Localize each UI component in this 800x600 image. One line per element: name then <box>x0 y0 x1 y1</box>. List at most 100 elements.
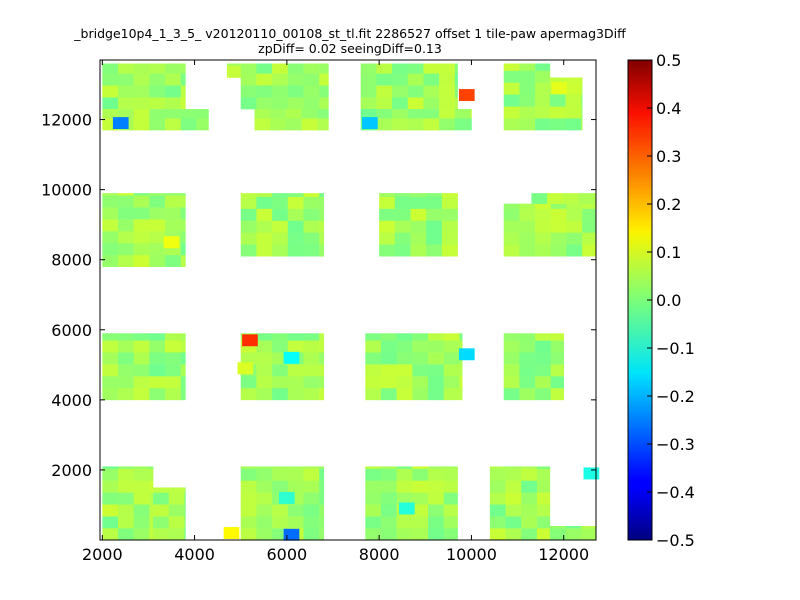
heatmap-cell <box>535 340 552 353</box>
heatmap-cell <box>303 480 320 493</box>
heatmap-cell <box>153 492 170 505</box>
heatmap-cell <box>365 466 382 469</box>
heatmap-cell <box>240 196 257 209</box>
heatmap-cell <box>379 220 396 233</box>
heatmap-cell <box>536 528 551 541</box>
heatmap-cell-highlight <box>283 351 300 364</box>
heatmap-cell <box>519 376 536 389</box>
heatmap-cell <box>505 528 522 541</box>
heatmap-cell <box>180 193 186 196</box>
heatmap-cell <box>117 85 134 98</box>
heatmap-cell <box>426 232 443 245</box>
heatmap-cell <box>536 468 551 481</box>
heatmap-cell-highlight <box>163 236 180 249</box>
heatmap-cell <box>287 340 304 353</box>
heatmap-cell <box>443 364 460 377</box>
heatmap-cell <box>505 480 522 493</box>
heatmap-cell <box>365 480 382 493</box>
heatmap-cell <box>319 244 325 257</box>
heatmap-cell <box>535 364 552 377</box>
chart-subtitle: zpDiff= 0.02 seeingDiff=0.13 <box>258 41 442 56</box>
heatmap-cell <box>240 193 257 197</box>
heatmap-cell <box>240 492 257 505</box>
heatmap-cell <box>149 242 166 256</box>
heatmap-cell <box>117 207 134 220</box>
heatmap-cell <box>380 480 397 493</box>
heatmap-cell <box>428 352 445 365</box>
heatmap-cell <box>443 466 458 469</box>
colorbar-tick-label: −0.5 <box>656 531 695 550</box>
heatmap-cell <box>102 230 119 244</box>
heatmap-cell <box>287 85 304 98</box>
heatmap-cell <box>272 504 289 517</box>
heatmap-cell <box>303 244 320 257</box>
heatmap-cell <box>240 63 257 74</box>
heatmap-cell <box>117 254 134 268</box>
heatmap-cell <box>535 203 552 209</box>
heatmap-cell <box>407 63 424 74</box>
heatmap-cell <box>454 73 458 86</box>
heatmap-cell <box>184 516 186 529</box>
heatmap-cell <box>240 387 257 401</box>
heatmap-cell <box>165 387 182 401</box>
heatmap-cell <box>550 376 565 389</box>
x-tick-label: 12000 <box>538 545 589 564</box>
heatmap-cell <box>117 387 134 401</box>
heatmap-cell <box>287 364 304 377</box>
heatmap-cell <box>319 340 325 353</box>
heatmap-cell <box>256 85 273 98</box>
heatmap-cell <box>394 244 411 257</box>
heatmap-cell <box>133 466 150 469</box>
heatmap-cell <box>360 73 377 86</box>
heatmap-cell <box>287 480 304 493</box>
heatmap-cell <box>133 504 150 517</box>
heatmap-cell <box>581 118 583 131</box>
heatmap-cell <box>365 468 382 481</box>
heatmap-cell <box>256 193 273 197</box>
heatmap-cell <box>489 492 506 505</box>
heatmap-cell <box>168 528 185 541</box>
heatmap-cell <box>133 340 150 353</box>
heatmap-cell <box>319 63 329 74</box>
heatmap-cell <box>443 504 458 517</box>
heatmap-cell <box>428 364 445 377</box>
heatmap-cell <box>535 387 552 401</box>
heatmap-cell <box>443 376 460 389</box>
heatmap-cell <box>240 528 257 541</box>
heatmap-cell <box>317 118 329 131</box>
heatmap-cell <box>117 230 134 244</box>
heatmap-cell <box>566 220 583 233</box>
heatmap-cell <box>240 516 257 529</box>
heatmap-cell <box>165 195 182 208</box>
heatmap-cell <box>117 480 134 493</box>
heatmap-cell <box>168 504 185 517</box>
heatmap-cell <box>519 208 536 221</box>
heatmap-cell <box>407 109 424 119</box>
heatmap-cell <box>165 63 182 74</box>
heatmap-cell <box>133 492 150 505</box>
heatmap-cell <box>180 242 186 256</box>
heatmap-cell <box>407 97 424 110</box>
heatmap-cell <box>459 340 463 353</box>
heatmap-cell <box>102 387 119 401</box>
heatmap-cell <box>550 203 567 209</box>
heatmap-cell <box>547 193 564 204</box>
heatmap-cell <box>535 244 552 257</box>
heatmap-cell <box>428 480 445 493</box>
colorbar-tick-label: 0.1 <box>656 243 681 262</box>
heatmap-cell <box>133 193 150 196</box>
heatmap-cell <box>180 85 186 98</box>
heatmap-cell <box>149 219 166 232</box>
heatmap-cell <box>439 63 456 74</box>
heatmap-cell <box>272 97 289 110</box>
heatmap-cell <box>426 196 443 209</box>
heatmap-cell <box>565 94 582 107</box>
heatmap-cell <box>133 480 150 493</box>
heatmap-cell <box>256 466 273 469</box>
heatmap-cell <box>184 492 186 505</box>
heatmap-cell <box>380 352 397 365</box>
heatmap-cell <box>133 516 150 529</box>
heatmap-cell <box>303 352 320 365</box>
heatmap-cell <box>180 376 186 389</box>
heatmap-cell <box>503 387 520 401</box>
